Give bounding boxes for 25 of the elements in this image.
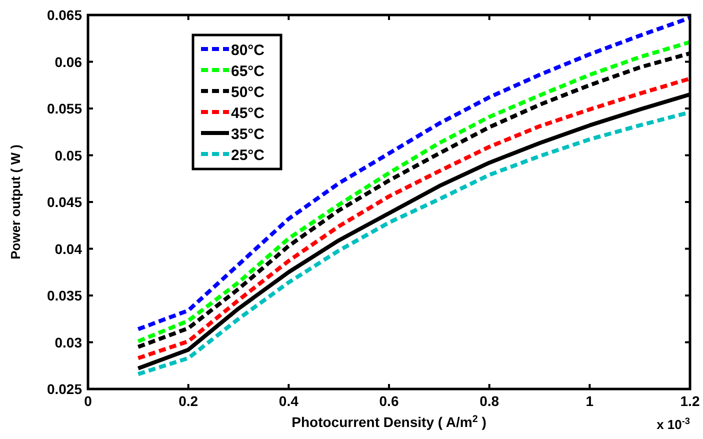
x-tick-label: 0 (84, 393, 92, 409)
x-tick-label: 1.2 (680, 393, 700, 409)
y-tick-label: 0.035 (46, 288, 82, 304)
y-tick-label: 0.025 (46, 381, 82, 397)
y-tick-label: 0.03 (54, 334, 82, 350)
x-tick-label: 1 (586, 393, 594, 409)
text: x 10$^{-3}$ (656, 416, 690, 432)
x-tick-label: 0.2 (178, 393, 198, 409)
x-tick-label: 0.4 (278, 393, 299, 409)
x-tick-label: 0.6 (379, 393, 399, 409)
legend-label: 80°C (231, 42, 265, 59)
y-tick-label: 0.065 (46, 7, 82, 23)
legend-label: 65°C (231, 63, 265, 80)
x-tick-label: 0.8 (480, 393, 500, 409)
y-tick-label: 0.045 (46, 194, 82, 210)
y-tick-label: 0.04 (54, 240, 82, 257)
y-tick-label: 0.055 (46, 100, 82, 116)
legend-label: 50°C (231, 84, 265, 101)
x-axis-title: Photocurrent Density ( A/m$^{2}$ ) (292, 414, 486, 430)
y-tick-label: 0.05 (54, 147, 82, 164)
y-axis-title: Power output ( W ) (8, 144, 23, 260)
y-tick-label: 0.06 (54, 54, 82, 70)
legend-label: 35°C (231, 126, 265, 143)
legend-label: 45°C (231, 105, 265, 122)
legend-label: 25°C (231, 147, 265, 164)
